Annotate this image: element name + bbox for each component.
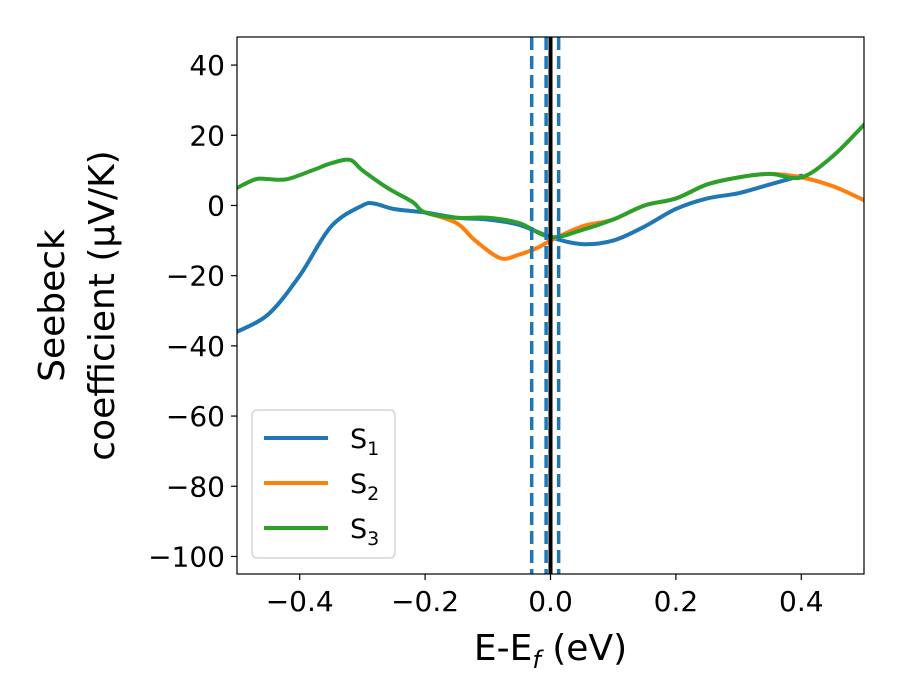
x-tick-label: 0.4	[779, 585, 824, 618]
x-tick-label: −0.4	[266, 585, 334, 618]
legend-label-s2: S2	[350, 469, 379, 505]
x-axis-title: E-Ef (eV)	[474, 628, 627, 674]
legend-label-sub: 3	[367, 528, 379, 550]
legend-label-main: S	[350, 469, 367, 500]
y-axis-title-line1: Seebeck	[32, 229, 73, 382]
legend-label-sub: 1	[367, 438, 379, 460]
y-tick-label: −80	[166, 470, 225, 503]
y-tick-label: −100	[148, 540, 225, 573]
y-axis-title-line2: coefficient (μV/K)	[82, 150, 123, 460]
y-tick-label: 0	[207, 189, 225, 222]
legend-label-s1: S1	[350, 424, 379, 460]
legend-label-main: S	[350, 514, 367, 545]
y-tick-label: −60	[166, 400, 225, 433]
legend-label-main: S	[350, 424, 367, 455]
series-line-s3	[237, 122, 864, 240]
y-tick-label: −20	[166, 260, 225, 293]
y-tick-label: 20	[189, 119, 225, 152]
x-tick-label: 0.2	[654, 585, 699, 618]
y-tick-label: −40	[166, 330, 225, 363]
x-axis-title-main: E-E	[474, 628, 532, 669]
y-tick-label: 40	[189, 49, 225, 82]
x-tick-label: −0.2	[391, 585, 459, 618]
x-tick-label: 0.0	[528, 585, 573, 618]
legend-label-sub: 2	[367, 483, 379, 505]
legend-label-s3: S3	[350, 514, 379, 550]
series-group	[237, 37, 864, 574]
x-axis-title-unit: (eV)	[541, 628, 627, 669]
